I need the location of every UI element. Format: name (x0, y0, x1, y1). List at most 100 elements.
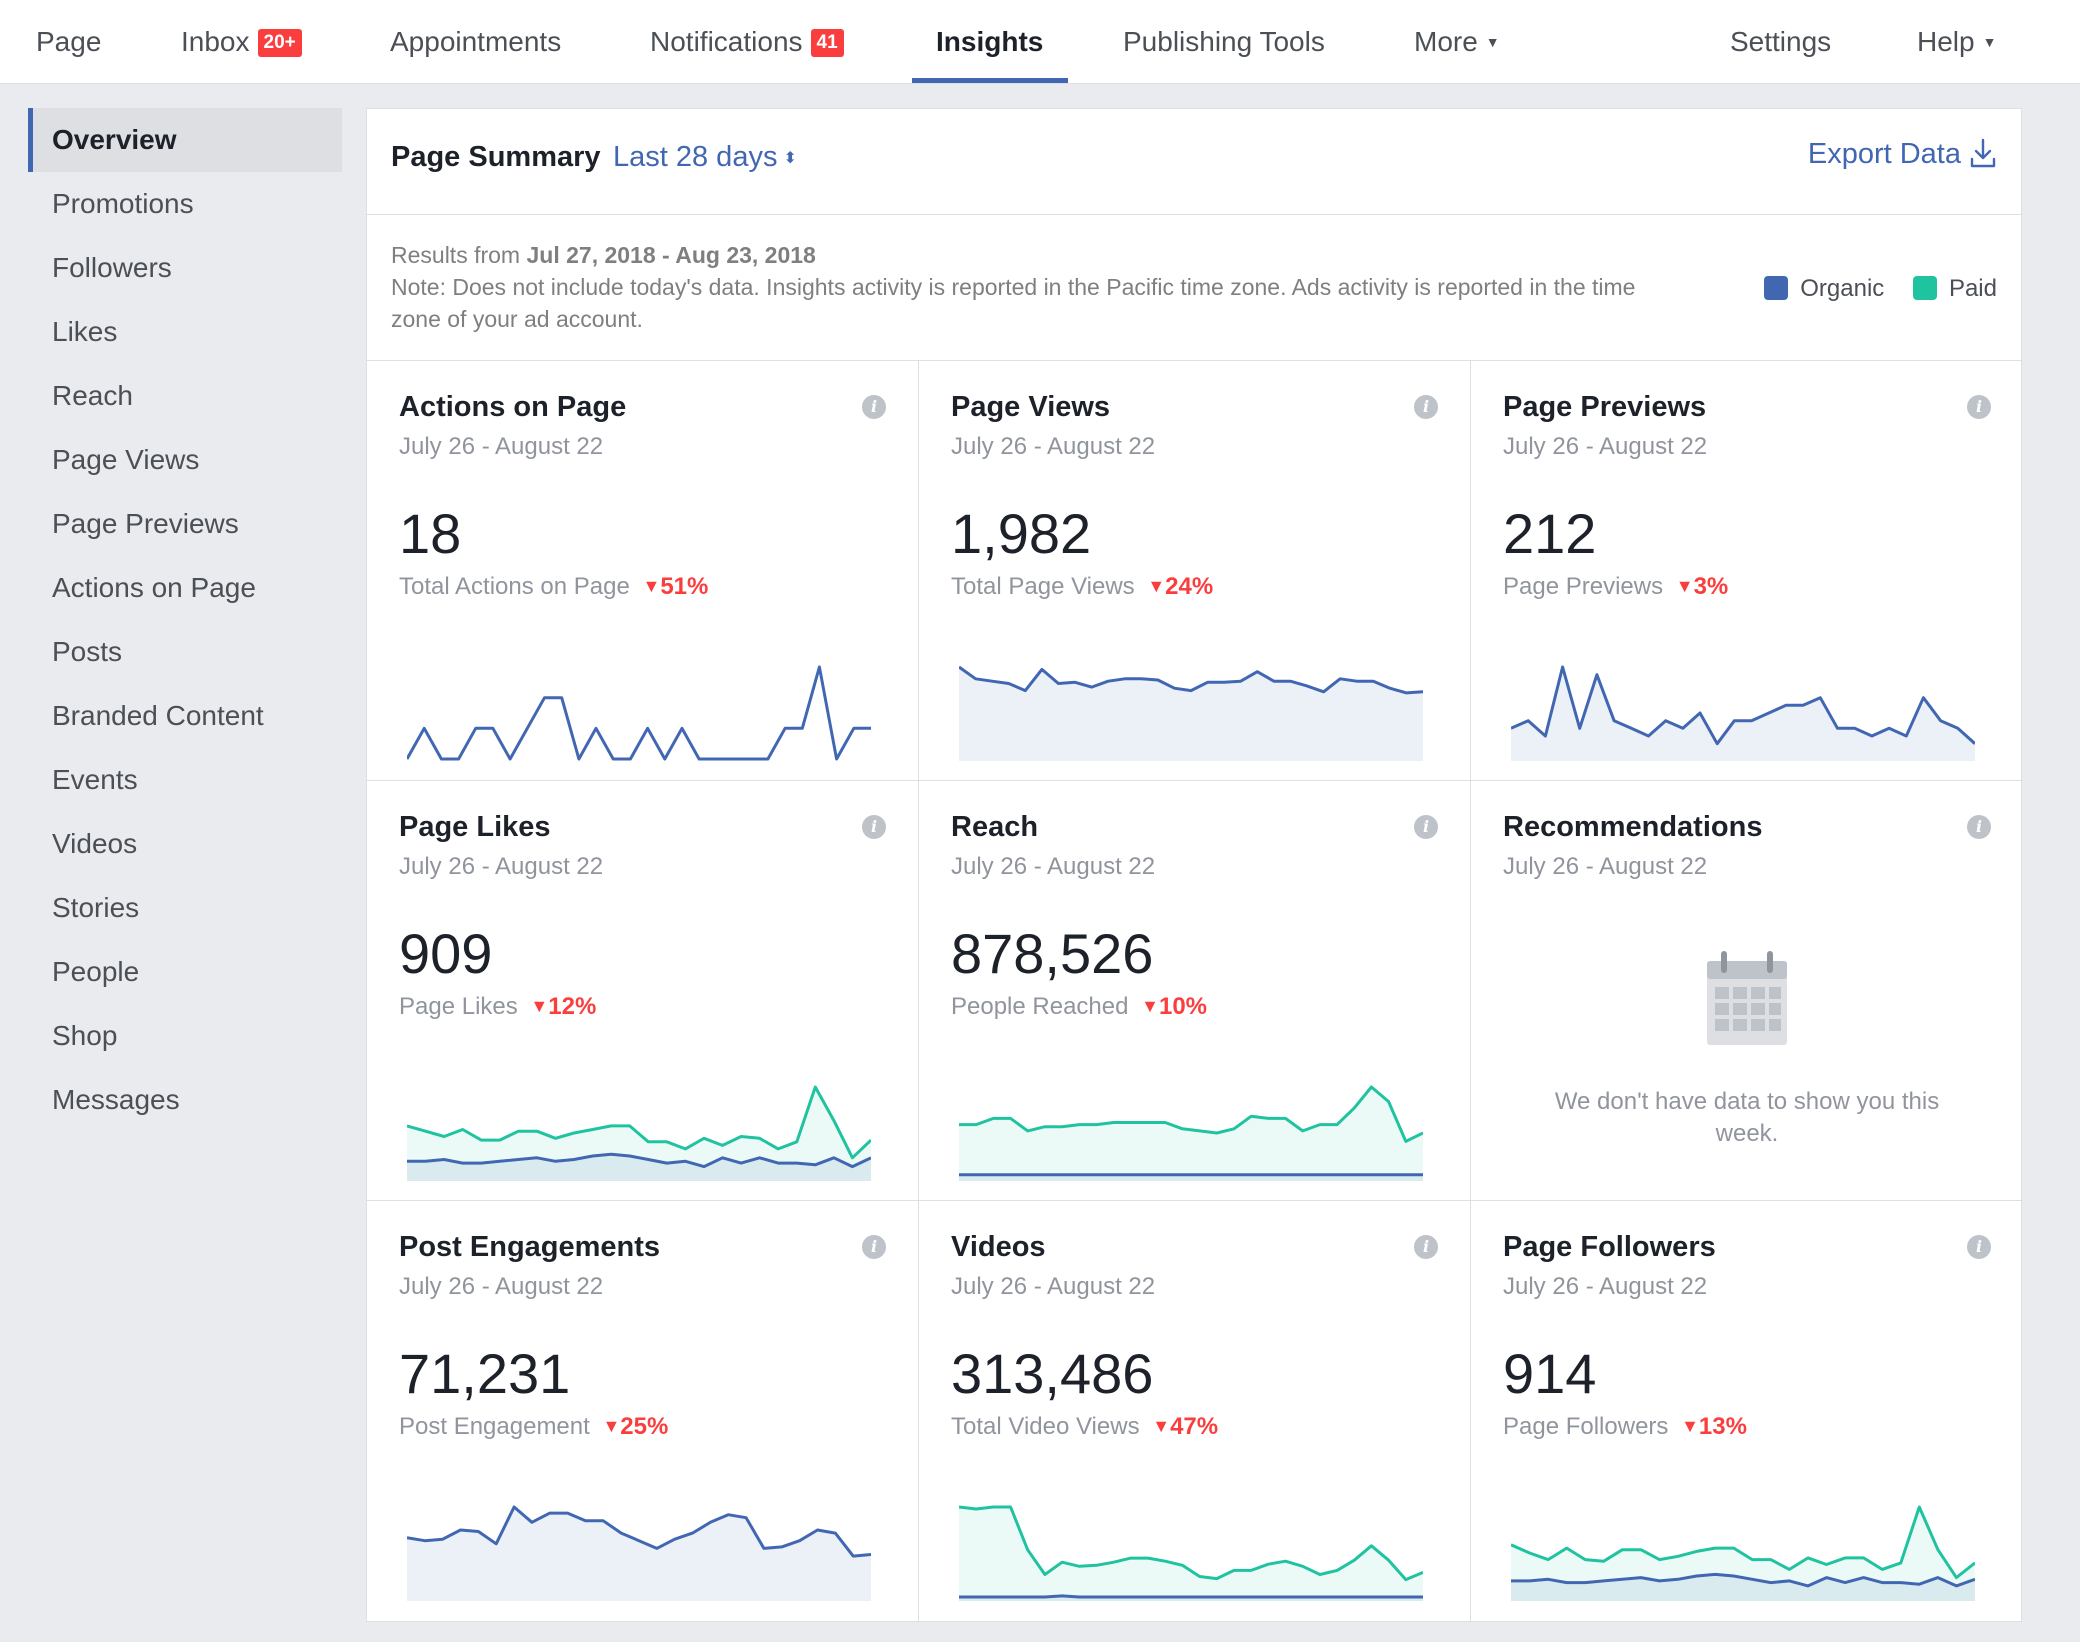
arrow-down-icon: ▼ (1152, 1416, 1171, 1436)
sidebar-item-reach[interactable]: Reach (52, 380, 133, 411)
card-value: 313,486 (951, 1342, 1154, 1405)
arrow-down-icon: ▼ (1675, 576, 1694, 596)
sidebar-item-overview[interactable]: Overview (28, 108, 342, 172)
series-line-organic (959, 667, 1423, 693)
sidebar-item-page-views[interactable]: Page Views (52, 444, 200, 475)
card-title: Page Likes (399, 811, 551, 843)
delta-down: ▼25% (602, 1413, 669, 1440)
series-line-organic (407, 1507, 871, 1556)
info-icon[interactable]: i (1414, 815, 1438, 839)
page-title: Page Summary (391, 141, 601, 173)
info-icon[interactable]: i (1967, 1235, 1991, 1259)
sidebar-item-promotions[interactable]: Promotions (52, 188, 194, 219)
page-summary-header: Page Summary Last 28 days ⬍ Export Data (367, 109, 2021, 215)
card-subtitle: Total Actions on Page ▼51% (399, 573, 709, 600)
top-navigation: Page Inbox 20+ Appointments Notifications… (0, 0, 2080, 84)
nav-publishing-tools[interactable]: Publishing Tools (1123, 26, 1325, 57)
info-icon[interactable]: i (1414, 1235, 1438, 1259)
no-data-message: We don't have data to show you this week… (1554, 1088, 1940, 1147)
info-icon[interactable]: i (862, 395, 886, 419)
nav-notifications[interactable]: Notifications 41 (650, 0, 844, 84)
card-date: July 26 - August 22 (1503, 1273, 1708, 1300)
card-title: Reach (951, 811, 1039, 843)
results-text: Results from Jul 27, 2018 - Aug 23, 2018… (391, 242, 1636, 332)
card-recommendations[interactable]: Recommendations July 26 - August 22 i We… (1471, 781, 2023, 1201)
arrow-down-icon: ▼ (602, 1416, 621, 1436)
delta-down: ▼12% (530, 993, 597, 1020)
arrow-down-icon: ▼ (530, 996, 549, 1016)
organic-swatch (1764, 276, 1789, 300)
active-tab-indicator (912, 78, 1068, 83)
info-icon[interactable]: i (1414, 395, 1438, 419)
info-icon[interactable]: i (862, 1235, 886, 1259)
card-title: Recommendations (1503, 811, 1763, 843)
date-range-select[interactable]: Last 28 days ⬍ (613, 141, 797, 173)
metrics-grid: Actions on Page July 26 - August 22 i 18… (367, 361, 2023, 1621)
sidebar-item-branded-content[interactable]: Branded Content (52, 700, 264, 731)
info-icon[interactable]: i (1967, 815, 1991, 839)
sidebar-item-followers[interactable]: Followers (52, 252, 172, 283)
sidebar-item-likes[interactable]: Likes (52, 316, 118, 347)
download-icon (1970, 138, 1996, 168)
series-area-organic (1511, 667, 1975, 761)
series-area-organic (1511, 1574, 1975, 1601)
card-title: Videos (951, 1231, 1046, 1263)
sidebar-item-events[interactable]: Events (52, 764, 138, 795)
notifications-badge: 41 (810, 29, 844, 57)
nav-inbox[interactable]: Inbox 20+ (181, 0, 302, 84)
series-line-paid (407, 1087, 871, 1158)
card-date: July 26 - August 22 (399, 853, 604, 880)
series-area-paid (959, 1087, 1423, 1181)
card-subtitle: Total Video Views ▼47% (951, 1413, 1219, 1440)
card-title: Page Views (951, 391, 1111, 423)
card-date: July 26 - August 22 (951, 433, 1156, 460)
card-value: 909 (399, 922, 493, 985)
card-page-followers[interactable]: Page Followers July 26 - August 22 i 914… (1471, 1201, 2023, 1621)
sidebar-item-posts[interactable]: Posts (52, 636, 123, 667)
series-area-organic (959, 1174, 1423, 1181)
arrow-down-icon: ▼ (1147, 576, 1166, 596)
card-page-views[interactable]: Page Views July 26 - August 22 i 1,982 T… (919, 361, 1471, 781)
nav-page[interactable]: Page (36, 26, 102, 57)
sidebar-item-shop[interactable]: Shop (52, 1020, 118, 1051)
sort-arrows-icon: ⬍ (783, 150, 797, 167)
sidebar-item-page-previews[interactable]: Page Previews (52, 508, 239, 539)
card-post-engagements[interactable]: Post Engagements July 26 - August 22 i 7… (367, 1201, 919, 1621)
sparkline-chart (959, 1501, 1423, 1601)
series-line-organic (1511, 667, 1975, 744)
card-videos[interactable]: Videos July 26 - August 22 i 313,486 Tot… (919, 1201, 1471, 1621)
sidebar-item-messages[interactable]: Messages (52, 1084, 180, 1115)
sidebar-item-actions-on-page[interactable]: Actions on Page (52, 572, 256, 603)
legend-organic: Organic (1764, 275, 1884, 303)
card-page-previews[interactable]: Page Previews July 26 - August 22 i 212 … (1471, 361, 2023, 781)
series-line-paid (959, 1087, 1423, 1141)
sparkline-chart (407, 661, 871, 761)
sparkline-chart (407, 1501, 871, 1601)
info-icon[interactable]: i (862, 815, 886, 839)
card-title: Actions on Page (399, 391, 627, 423)
series-area-organic (407, 1507, 871, 1601)
export-data-button[interactable]: Export Data (1808, 137, 1997, 171)
results-range: Jul 27, 2018 - Aug 23, 2018 (526, 242, 816, 268)
nav-insights[interactable]: Insights (936, 26, 1044, 57)
card-subtitle: Post Engagement ▼25% (399, 1413, 669, 1440)
info-icon[interactable]: i (1967, 395, 1991, 419)
card-actions-on-page[interactable]: Actions on Page July 26 - August 22 i 18… (367, 361, 919, 781)
nav-help[interactable]: Help ▼ (1917, 26, 1997, 57)
series-line-paid (959, 1507, 1423, 1580)
series-area-organic (959, 667, 1423, 761)
sidebar: Overview Promotions Followers Likes Reac… (28, 108, 342, 1132)
sidebar-item-stories[interactable]: Stories (52, 892, 140, 923)
nav-settings[interactable]: Settings (1730, 26, 1832, 57)
card-value: 212 (1503, 502, 1597, 565)
card-page-likes[interactable]: Page Likes July 26 - August 22 i 909 Pag… (367, 781, 919, 1201)
nav-more[interactable]: More ▼ (1414, 26, 1500, 57)
nav-appointments[interactable]: Appointments (390, 26, 562, 57)
sidebar-item-videos[interactable]: Videos (52, 828, 138, 859)
sparkline-chart (407, 1081, 871, 1181)
card-subtitle: Total Page Views ▼24% (951, 573, 1214, 600)
card-date: July 26 - August 22 (1503, 433, 1708, 460)
caret-down-icon: ▼ (1982, 34, 1997, 50)
sidebar-item-people[interactable]: People (52, 956, 140, 987)
card-reach[interactable]: Reach July 26 - August 22 i 878,526 Peop… (919, 781, 1471, 1201)
